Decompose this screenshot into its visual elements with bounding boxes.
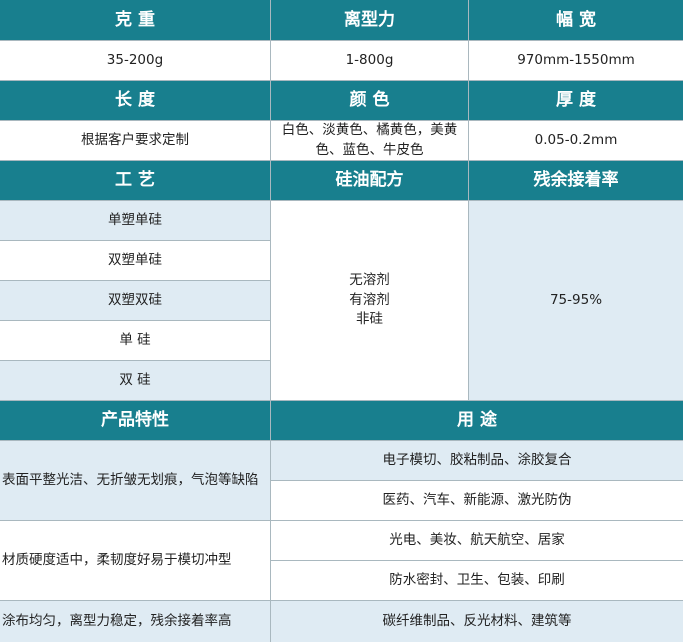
silicone-formula-cell: 无溶剂 有溶剂 非硅	[271, 201, 468, 400]
value-cell: 970mm-1550mm	[469, 41, 683, 80]
header-cell: 克 重	[0, 0, 270, 40]
header-cell: 颜 色	[271, 81, 468, 120]
header-cell: 产品特性	[0, 401, 270, 440]
process-cell: 双塑双硅	[0, 281, 270, 320]
residual-adhesion-cell: 75-95%	[469, 201, 683, 400]
value-cell: 根据客户要求定制	[0, 121, 270, 160]
use-cell: 医药、汽车、新能源、激光防伪	[271, 481, 683, 520]
header-cell: 厚 度	[469, 81, 683, 120]
process-cell: 双塑单硅	[0, 241, 270, 280]
header-cell: 残余接着率	[469, 161, 683, 200]
value-cell: 1-800g	[271, 41, 468, 80]
use-cell: 电子模切、胶粘制品、涂胶复合	[271, 441, 683, 480]
feature-cell: 涂布均匀，离型力稳定，残余接着率高	[0, 601, 270, 642]
header-cell: 幅 宽	[469, 0, 683, 40]
use-cell: 光电、美妆、航天航空、居家	[271, 521, 683, 560]
header-cell: 长 度	[0, 81, 270, 120]
process-cell: 单 硅	[0, 321, 270, 360]
value-cell: 白色、淡黄色、橘黄色，美黄色、蓝色、牛皮色	[271, 121, 468, 160]
silicone-formula: 有溶剂	[349, 291, 390, 308]
feature-cell: 材质硬度适中，柔韧度好易于模切冲型	[0, 521, 270, 600]
header-cell: 硅油配方	[271, 161, 468, 200]
use-cell: 防水密封、卫生、包装、印刷	[271, 561, 683, 600]
process-cell: 单塑单硅	[0, 201, 270, 240]
value-cell: 35-200g	[0, 41, 270, 80]
process-cell: 双 硅	[0, 361, 270, 400]
value-cell: 0.05-0.2mm	[469, 121, 683, 160]
silicone-formula: 无溶剂	[349, 272, 390, 289]
header-cell: 离型力	[271, 0, 468, 40]
feature-cell: 表面平整光洁、无折皱无划痕，气泡等缺陷	[0, 441, 270, 520]
header-cell: 用 途	[271, 401, 683, 440]
header-cell: 工 艺	[0, 161, 270, 200]
use-cell: 碳纤维制品、反光材料、建筑等	[271, 601, 683, 642]
silicone-formula: 非硅	[356, 311, 383, 328]
